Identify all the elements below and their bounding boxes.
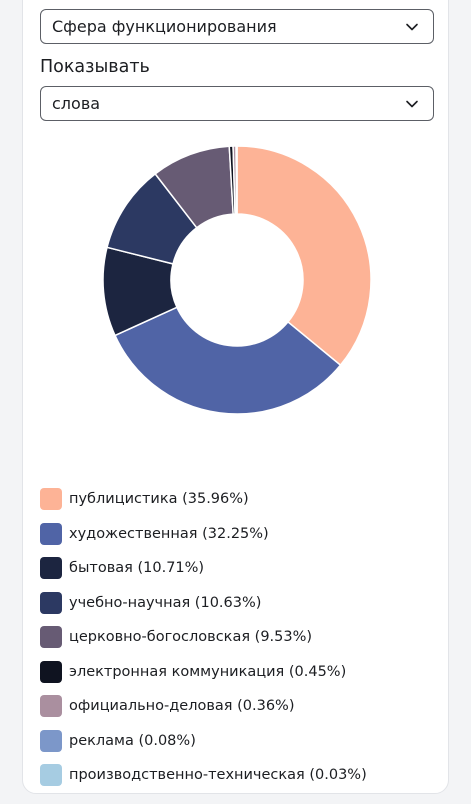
legend-label: церковно-богословская (9.53%): [69, 629, 312, 645]
legend-label: официально-деловая (0.36%): [69, 698, 295, 714]
legend-item[interactable]: производственно-техническая (0.03%): [40, 758, 460, 793]
legend-swatch: [40, 557, 62, 579]
legend-item[interactable]: реклама (0.08%): [40, 724, 460, 759]
legend-item[interactable]: официально-деловая (0.36%): [40, 689, 460, 724]
legend-item[interactable]: публицистика (35.96%): [40, 482, 460, 517]
legend-swatch: [40, 764, 62, 786]
donut-slice-0[interactable]: [237, 146, 371, 365]
legend-item[interactable]: электронная коммуникация (0.45%): [40, 655, 460, 690]
legend-swatch: [40, 592, 62, 614]
legend-swatch: [40, 695, 62, 717]
legend-swatch: [40, 661, 62, 683]
legend-label: учебно-научная (10.63%): [69, 595, 261, 611]
legend-item[interactable]: художественная (32.25%): [40, 517, 460, 552]
legend-swatch: [40, 523, 62, 545]
legend-label: электронная коммуникация (0.45%): [69, 664, 346, 680]
legend-swatch: [40, 488, 62, 510]
legend-item[interactable]: учебно-научная (10.63%): [40, 586, 460, 621]
legend-label: бытовая (10.71%): [69, 560, 204, 576]
chart-legend: публицистика (35.96%) художественная (32.…: [40, 482, 460, 793]
legend-label: публицистика (35.96%): [69, 491, 249, 507]
legend-label: реклама (0.08%): [69, 733, 196, 749]
legend-label: производственно-техническая (0.03%): [69, 767, 367, 783]
legend-swatch: [40, 730, 62, 752]
legend-item[interactable]: бытовая (10.71%): [40, 551, 460, 586]
legend-item[interactable]: церковно-богословская (9.53%): [40, 620, 460, 655]
legend-label: художественная (32.25%): [69, 526, 269, 542]
legend-swatch: [40, 626, 62, 648]
